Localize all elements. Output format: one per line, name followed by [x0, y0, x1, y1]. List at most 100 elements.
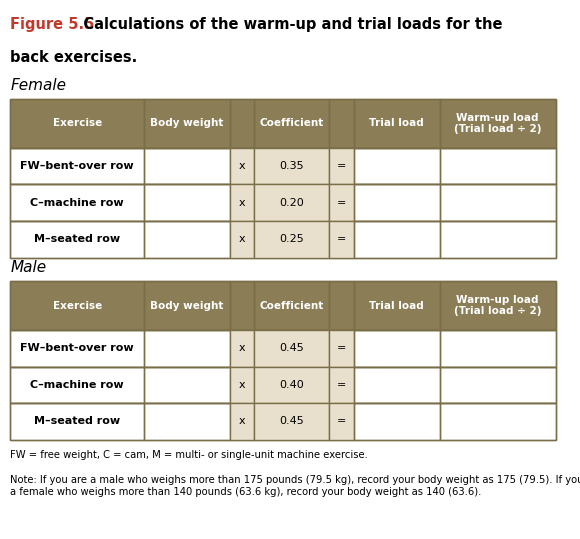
Bar — [230, 281, 254, 330]
Text: M–seated row: M–seated row — [34, 234, 120, 244]
Text: 0.45: 0.45 — [280, 343, 304, 353]
Bar — [230, 330, 254, 367]
Bar — [440, 367, 556, 403]
Bar — [230, 148, 254, 184]
Bar — [10, 403, 556, 440]
Bar — [254, 281, 329, 330]
Bar — [440, 221, 556, 258]
Bar — [254, 99, 329, 148]
Bar — [144, 184, 230, 221]
Text: =: = — [337, 198, 346, 208]
Bar — [329, 403, 354, 440]
Bar — [254, 148, 329, 184]
Bar — [10, 221, 144, 258]
Bar — [144, 99, 230, 148]
Text: Exercise: Exercise — [53, 301, 102, 310]
Text: C–machine row: C–machine row — [30, 198, 124, 208]
Bar — [230, 99, 254, 148]
Bar — [230, 184, 254, 221]
Bar — [254, 184, 329, 221]
Bar — [329, 184, 354, 221]
Bar — [10, 99, 144, 148]
Bar — [10, 99, 556, 148]
Bar — [440, 184, 556, 221]
Bar — [230, 403, 254, 440]
Text: Warm-up load
(Trial load ÷ 2): Warm-up load (Trial load ÷ 2) — [454, 295, 541, 316]
Bar — [440, 281, 556, 330]
Text: =: = — [337, 343, 346, 353]
Text: Male: Male — [10, 260, 46, 275]
Bar — [10, 148, 556, 184]
Text: x: x — [238, 417, 245, 426]
Text: Body weight: Body weight — [150, 119, 223, 128]
Bar — [230, 221, 254, 258]
Bar — [329, 99, 354, 148]
Bar — [254, 221, 329, 258]
Text: Note: If you are a male who weighs more than 175 pounds (79.5 kg), record your b: Note: If you are a male who weighs more … — [10, 475, 580, 497]
Bar — [254, 330, 329, 367]
Text: Coefficient: Coefficient — [260, 301, 324, 310]
Bar — [354, 281, 440, 330]
Bar — [10, 221, 556, 258]
Bar — [144, 281, 230, 330]
Bar — [354, 367, 440, 403]
Text: FW–bent-over row: FW–bent-over row — [20, 161, 134, 171]
Text: x: x — [238, 161, 245, 171]
Text: FW = free weight, C = cam, M = multi- or single-unit machine exercise.: FW = free weight, C = cam, M = multi- or… — [10, 450, 368, 460]
Text: 0.40: 0.40 — [280, 380, 304, 390]
Text: Trial load: Trial load — [369, 119, 424, 128]
Text: 0.20: 0.20 — [280, 198, 304, 208]
Bar — [144, 403, 230, 440]
Text: x: x — [238, 380, 245, 390]
Bar — [354, 330, 440, 367]
Text: M–seated row: M–seated row — [34, 417, 120, 426]
Bar — [354, 403, 440, 440]
Text: Exercise: Exercise — [53, 119, 102, 128]
Text: Female: Female — [10, 78, 67, 93]
Bar — [144, 367, 230, 403]
Text: =: = — [337, 417, 346, 426]
Bar — [10, 367, 556, 403]
Text: =: = — [337, 161, 346, 171]
Bar — [354, 184, 440, 221]
Bar — [144, 330, 230, 367]
Text: Coefficient: Coefficient — [260, 119, 324, 128]
Text: back exercises.: back exercises. — [10, 50, 137, 65]
Bar — [10, 281, 144, 330]
Text: x: x — [238, 343, 245, 353]
Bar — [10, 403, 144, 440]
Text: Calculations of the warm-up and trial loads for the: Calculations of the warm-up and trial lo… — [68, 17, 503, 32]
Bar — [440, 148, 556, 184]
Text: 0.45: 0.45 — [280, 417, 304, 426]
Bar — [10, 184, 556, 221]
Bar — [329, 330, 354, 367]
Bar — [329, 221, 354, 258]
Bar — [10, 281, 556, 330]
Bar — [329, 367, 354, 403]
Bar — [440, 330, 556, 367]
Text: FW–bent-over row: FW–bent-over row — [20, 343, 134, 353]
Bar — [354, 148, 440, 184]
Bar — [144, 148, 230, 184]
Bar — [10, 330, 556, 367]
Text: x: x — [238, 234, 245, 244]
Bar — [440, 403, 556, 440]
Bar — [10, 330, 144, 367]
Bar — [329, 281, 354, 330]
Text: 0.25: 0.25 — [280, 234, 304, 244]
Bar — [329, 148, 354, 184]
Bar — [354, 99, 440, 148]
Text: x: x — [238, 198, 245, 208]
Bar — [354, 221, 440, 258]
Bar — [10, 148, 144, 184]
Text: Figure 5.5: Figure 5.5 — [10, 17, 95, 32]
Text: =: = — [337, 234, 346, 244]
Text: Body weight: Body weight — [150, 301, 223, 310]
Bar — [10, 184, 144, 221]
Text: 0.35: 0.35 — [280, 161, 304, 171]
Text: Warm-up load
(Trial load ÷ 2): Warm-up load (Trial load ÷ 2) — [454, 113, 541, 134]
Bar — [144, 221, 230, 258]
Text: C–machine row: C–machine row — [30, 380, 124, 390]
Bar — [440, 99, 556, 148]
Bar — [254, 403, 329, 440]
